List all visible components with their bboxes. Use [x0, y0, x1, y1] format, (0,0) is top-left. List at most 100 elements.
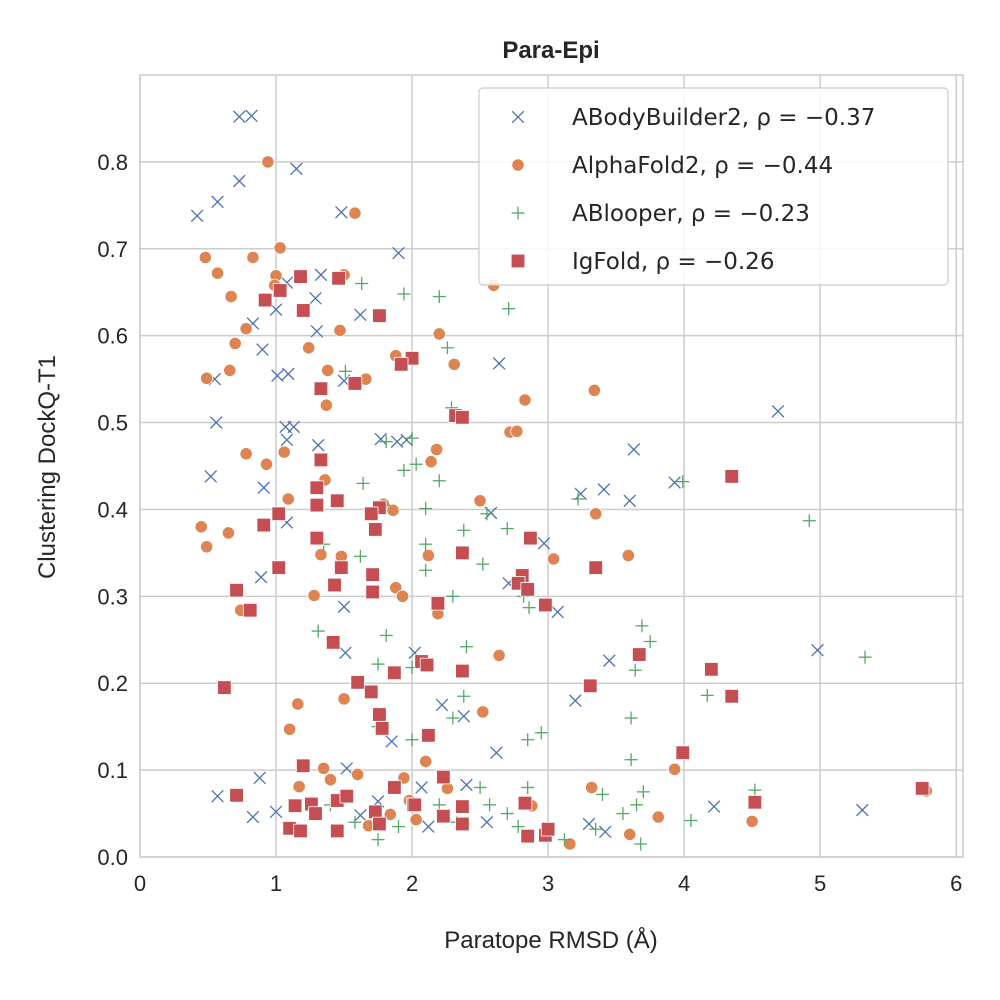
data-point	[354, 808, 367, 822]
data-point	[510, 424, 524, 438]
data-point-stroke	[271, 369, 284, 382]
data-point	[256, 517, 272, 533]
data-point	[409, 457, 423, 471]
data-point	[253, 771, 267, 785]
data-point	[307, 588, 321, 603]
data-point	[636, 785, 650, 799]
chart-title: Para-Epi	[502, 37, 599, 64]
y-tick-label: 0.0	[97, 845, 128, 870]
data-point	[628, 663, 642, 677]
data-point-stroke	[232, 110, 246, 124]
data-point	[372, 816, 387, 832]
data-point-stroke	[280, 516, 294, 529]
data-point-stroke	[246, 810, 260, 824]
data-point-stroke	[245, 109, 258, 123]
data-point	[364, 684, 379, 700]
data-point-stroke	[257, 481, 271, 495]
data-point-stroke	[314, 268, 328, 282]
data-point	[309, 291, 322, 305]
data-point	[245, 109, 258, 123]
data-point	[415, 781, 428, 794]
data-point	[351, 767, 365, 782]
data-point-stroke	[856, 803, 869, 817]
data-point	[632, 647, 647, 662]
data-point-stroke	[574, 487, 588, 501]
data-point	[271, 560, 286, 575]
data-point-stroke	[354, 808, 367, 822]
data-point-stroke	[422, 820, 435, 833]
data-point-stroke	[568, 694, 582, 707]
data-point	[517, 795, 533, 811]
data-point	[204, 470, 218, 483]
data-point	[455, 799, 470, 814]
data-point-stroke	[269, 805, 283, 819]
data-point	[490, 746, 503, 760]
data-point	[630, 798, 644, 812]
x-tick-label: 4	[678, 871, 690, 896]
data-point	[440, 341, 454, 355]
data-point-stroke	[668, 476, 681, 489]
data-point	[335, 205, 348, 219]
data-point	[371, 657, 385, 671]
data-point	[271, 506, 286, 522]
data-point-stroke	[254, 570, 268, 584]
data-point	[397, 287, 411, 301]
x-tick-label: 0	[134, 871, 146, 896]
data-point	[277, 445, 291, 459]
data-point	[385, 735, 398, 748]
data-point	[334, 560, 349, 575]
data-point	[368, 804, 383, 820]
legend: ABodyBuilder2, ρ = −0.37 AlphaFold2, ρ = …	[478, 87, 949, 286]
data-point-stroke	[457, 709, 471, 723]
data-point	[588, 560, 603, 575]
x-tick-label: 2	[406, 871, 418, 896]
data-point-stroke	[280, 433, 294, 447]
data-point	[432, 290, 446, 304]
data-point	[520, 582, 535, 597]
data-point	[724, 689, 739, 704]
data-point	[395, 589, 410, 603]
data-point	[211, 195, 224, 209]
data-point-stroke	[204, 470, 218, 483]
data-point	[419, 537, 433, 551]
data-point	[331, 271, 346, 286]
data-point	[310, 325, 324, 338]
data-point	[309, 480, 325, 495]
data-point-stroke	[537, 537, 551, 550]
data-point	[457, 523, 471, 537]
data-point	[627, 443, 641, 456]
data-point	[319, 398, 333, 412]
data-point	[323, 773, 338, 787]
data-point	[551, 605, 564, 619]
data-point	[447, 357, 461, 371]
data-point	[257, 481, 271, 495]
data-point	[314, 268, 328, 282]
y-tick-label: 0.7	[97, 237, 128, 262]
data-point	[259, 457, 274, 471]
data-point	[200, 371, 214, 385]
plot-frame	[139, 74, 964, 858]
data-point	[280, 433, 294, 447]
data-point	[348, 815, 362, 829]
data-point	[597, 483, 611, 496]
data-point	[407, 797, 423, 813]
data-point	[211, 789, 224, 803]
data-point-stroke	[287, 420, 301, 434]
y-tick-label: 0.5	[97, 411, 128, 436]
data-point	[624, 711, 638, 725]
data-point	[405, 733, 419, 747]
data-point-stroke	[209, 416, 223, 429]
data-point	[574, 487, 588, 501]
data-point	[391, 820, 405, 834]
data-point	[707, 800, 721, 813]
data-point	[476, 557, 490, 571]
data-point	[500, 807, 514, 821]
data-point	[281, 367, 295, 381]
data-point	[704, 662, 719, 677]
data-point	[232, 174, 246, 188]
data-point	[419, 563, 433, 577]
data-point	[473, 780, 487, 794]
data-point	[308, 806, 323, 821]
data-point	[333, 323, 347, 338]
data-point	[589, 822, 603, 836]
